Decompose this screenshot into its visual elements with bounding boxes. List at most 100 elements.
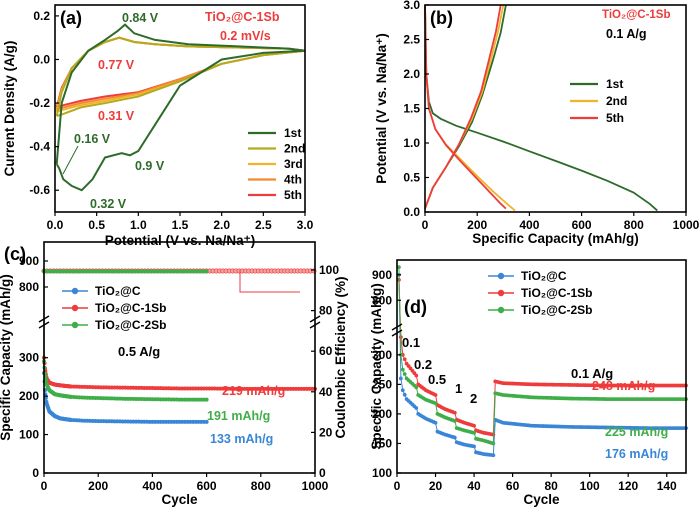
d-yl-tick-label: 250 <box>372 377 392 391</box>
a-y-tick-label: 0.0 <box>33 52 50 66</box>
rate-point-0 <box>402 392 407 397</box>
d-x-tick-label: 40 <box>467 479 481 493</box>
panel-d-frame <box>396 259 687 474</box>
rate-point-0 <box>400 388 405 393</box>
rate-point-2 <box>433 401 438 406</box>
d-x-tick-label: 80 <box>544 479 558 493</box>
panel-b-xlabel: Specific Capacity (mAh/g) <box>472 231 639 246</box>
rate-point-1 <box>433 393 438 397</box>
annotation-032v: 0.32 V <box>90 197 127 211</box>
d-yl-tick-label: 200 <box>372 407 392 421</box>
d-yl-tick-label: 100 <box>372 466 392 480</box>
legend-d-marker-1 <box>497 289 505 297</box>
rate-label-3: 1 <box>455 381 462 396</box>
panel-a-axes: 0.0 0.5 1.0 1.5 2.0 2.5 3.0 0.2 0.0 -0.2 -0.4 -0.6 P… <box>2 4 314 248</box>
b-x-tick-label: 200 <box>467 218 487 232</box>
d-x-tick-label: 140 <box>657 479 677 493</box>
panel-a-ylabel: Current Density (A/g) <box>2 41 17 177</box>
a-x-tick-label: 1.0 <box>130 218 147 232</box>
axis-break <box>38 321 50 329</box>
panel-c-marks <box>41 266 317 424</box>
end-label-2sb: 191 mAh/g <box>207 409 270 423</box>
panel-c-ylabel: Specific Capacity (mAh/g) <box>0 274 13 441</box>
c-x-tick-label: 400 <box>142 479 162 493</box>
rate-point-0 <box>491 453 496 458</box>
c-yr-tick-label: 40 <box>319 385 333 399</box>
axis-break <box>391 323 403 331</box>
capacity-point-2 <box>43 377 48 382</box>
capacity-point-2 <box>204 397 209 402</box>
panel-c-legend: TiO₂@C TiO₂@C-1Sb TiO₂@C-2Sb <box>62 284 166 332</box>
a-x-tick-label: 2.5 <box>255 218 272 232</box>
axis-break <box>38 315 50 323</box>
panel-d-legend: TiO₂@C TiO₂@C-1Sb TiO₂@C-2Sb <box>488 269 592 317</box>
efficiency-arrow <box>239 270 300 293</box>
panel-b: 0 200 400 600 800 1000 0.0 0.5 1.0 1.5 2.0 2.5 3.0 Sp… <box>374 0 700 246</box>
capacity-point-0 <box>204 419 209 424</box>
panel-b-frame <box>424 4 687 213</box>
legend-a-label-3: 4th <box>284 173 302 187</box>
axis-break <box>309 321 321 329</box>
rate-point-0 <box>472 444 476 449</box>
legend-c-label-1: TiO₂@C-1Sb <box>95 301 166 315</box>
panel-c-xlabel: Cycle <box>161 492 198 507</box>
cd-series-line-5 <box>424 4 502 209</box>
cd-series-line-1 <box>424 4 507 209</box>
c-yl-tick-label: 200 <box>19 389 39 403</box>
legend-d-marker-2 <box>497 306 505 314</box>
a-x-tick-label: 0.5 <box>88 218 105 232</box>
legend-a-label-2: 3rd <box>284 157 303 171</box>
end-label-1sb: 219 mAh/g <box>222 384 285 398</box>
b-x-tick-label: 800 <box>624 218 644 232</box>
cv-series-line-1 <box>55 36 306 118</box>
legend-b-label-0: 1st <box>606 77 623 91</box>
panel-b-marks <box>424 4 658 212</box>
panel-a-xlabel: Potential (V vs. Na/Na⁺) <box>105 233 255 248</box>
rate-point-2 <box>491 441 496 446</box>
c-x-tick-label: 800 <box>251 479 271 493</box>
panel-a-subtitle: 0.2 mV/s <box>220 29 271 43</box>
panel-a: 0.0 0.5 1.0 1.5 2.0 2.5 3.0 0.2 0.0 -0.2 -0.4 -0.6 P… <box>2 4 314 248</box>
rate-point-2 <box>472 430 476 435</box>
rate-point-2 <box>414 385 419 390</box>
c-yl-tick-label: 100 <box>19 428 39 442</box>
rate-point-0 <box>414 406 419 410</box>
panel-c-axes: 0 200 400 600 800 100001002003008009000204060… <box>0 241 348 507</box>
legend-d-label-0: TiO₂@C <box>521 269 567 283</box>
panel-c-label: (c) <box>4 244 26 264</box>
d-yh-tick-label: 900 <box>372 268 392 282</box>
b-y-tick-label: 3.0 <box>403 0 420 12</box>
panel-d-label: (d) <box>404 297 427 317</box>
b-y-tick-label: 1.0 <box>403 136 420 150</box>
annotation-031v: 0.31 V <box>98 109 135 123</box>
rate-point-1 <box>414 373 419 378</box>
d-x-tick-label: 0 <box>394 479 401 493</box>
axis-break <box>309 315 321 323</box>
c-yl-tick-label: 0 <box>32 466 39 480</box>
c-yl-tick-label: 300 <box>19 351 39 365</box>
rate-label-5: 0.1 A/g <box>571 366 613 381</box>
panel-a-marks <box>55 23 306 192</box>
annotation-077v: 0.77 V <box>98 58 135 72</box>
c-yr-tick-label: 60 <box>319 344 333 358</box>
d-x-tick-label: 120 <box>618 479 638 493</box>
panel-a-label: (a) <box>60 8 82 28</box>
d-x-tick-label: 100 <box>580 479 600 493</box>
panel-c-frame <box>43 241 316 474</box>
panel-c-rate: 0.5 A/g <box>118 344 160 359</box>
a-y-tick-label: -0.4 <box>29 140 50 154</box>
panel-c-ylabel2: Coulombic Efficiency (%) <box>333 276 348 438</box>
end-label-c: 176 mAh/g <box>605 447 668 461</box>
rate-point-2 <box>402 372 407 376</box>
d-x-tick-label: 20 <box>429 479 443 493</box>
legend-a-label-0: 1st <box>284 126 301 140</box>
rate-point-1 <box>402 357 407 362</box>
d-x-tick-label: 60 <box>506 479 520 493</box>
arrow-016v <box>62 145 79 175</box>
c-x-tick-label: 1000 <box>302 479 329 493</box>
b-x-tick-label: 1000 <box>673 218 700 232</box>
b-y-tick-label: 1.5 <box>403 102 420 116</box>
panel-d-xlabel: Cycle <box>523 492 560 507</box>
